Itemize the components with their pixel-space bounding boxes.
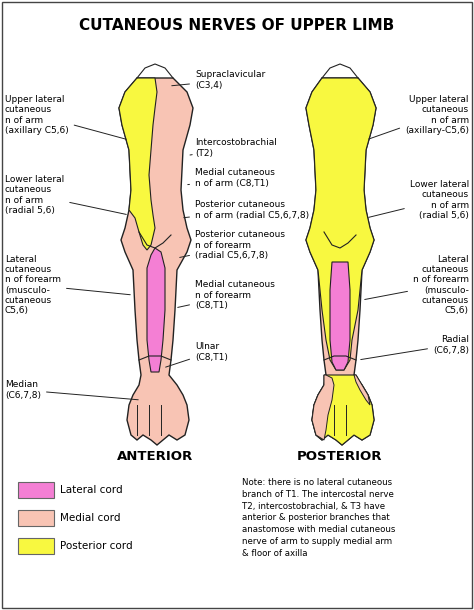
Text: Ulnar
(C8,T1): Ulnar (C8,T1) — [165, 342, 228, 367]
FancyBboxPatch shape — [18, 510, 54, 526]
Text: Medial cutaneous
n of arm (C8,T1): Medial cutaneous n of arm (C8,T1) — [188, 168, 275, 188]
Text: CUTANEOUS NERVES OF UPPER LIMB: CUTANEOUS NERVES OF UPPER LIMB — [79, 18, 395, 33]
Text: Lower lateral
cutaneous
n of arm
(radial 5,6): Lower lateral cutaneous n of arm (radial… — [5, 175, 126, 215]
FancyBboxPatch shape — [18, 538, 54, 554]
Text: Posterior cutaneous
n of forearm
(radial C5,6,7,8): Posterior cutaneous n of forearm (radial… — [180, 230, 285, 260]
Polygon shape — [306, 78, 376, 370]
Polygon shape — [354, 375, 370, 405]
Polygon shape — [147, 248, 165, 372]
Text: Lower lateral
cutaneous
n of arm
(radial 5,6): Lower lateral cutaneous n of arm (radial… — [369, 180, 469, 220]
Text: Upper lateral
cutaneous
n of arm
(axillary C5,6): Upper lateral cutaneous n of arm (axilla… — [5, 95, 127, 139]
Text: Median
(C6,7,8): Median (C6,7,8) — [5, 380, 138, 400]
FancyBboxPatch shape — [18, 482, 54, 498]
Text: Radial
(C6,7,8): Radial (C6,7,8) — [361, 336, 469, 359]
Text: Upper lateral
cutaneous
n of arm
(axillary-C5,6): Upper lateral cutaneous n of arm (axilla… — [369, 95, 469, 139]
Text: Intercostobrachial
(T2): Intercostobrachial (T2) — [190, 138, 277, 158]
Polygon shape — [306, 78, 376, 445]
Text: POSTERIOR: POSTERIOR — [297, 450, 383, 463]
Text: Medial cord: Medial cord — [60, 513, 120, 523]
Text: Lateral
cutaneous
n of forearm
(musculo-
cutaneous
C5,6): Lateral cutaneous n of forearm (musculo-… — [365, 254, 469, 315]
Text: Posterior cord: Posterior cord — [60, 541, 133, 551]
Text: Posterior cutaneous
n of arm (radial C5,6,7,8): Posterior cutaneous n of arm (radial C5,… — [184, 200, 309, 220]
Text: Medial cutaneous
n of forearm
(C8,T1): Medial cutaneous n of forearm (C8,T1) — [178, 280, 275, 310]
Polygon shape — [312, 375, 334, 440]
Text: Lateral cord: Lateral cord — [60, 485, 123, 495]
Polygon shape — [330, 262, 350, 370]
Text: Supraclavicular
(C3,4): Supraclavicular (C3,4) — [172, 70, 265, 90]
Text: Lateral
cutaneous
n of forearm
(musculo-
cutaneous
C5,6): Lateral cutaneous n of forearm (musculo-… — [5, 254, 130, 315]
Text: Note: there is no lateral cutaneous
branch of T1. The intercostal nerve
T2, inte: Note: there is no lateral cutaneous bran… — [242, 478, 395, 558]
Polygon shape — [119, 78, 157, 250]
Polygon shape — [312, 375, 374, 445]
Polygon shape — [119, 78, 193, 445]
Text: ANTERIOR: ANTERIOR — [117, 450, 193, 463]
